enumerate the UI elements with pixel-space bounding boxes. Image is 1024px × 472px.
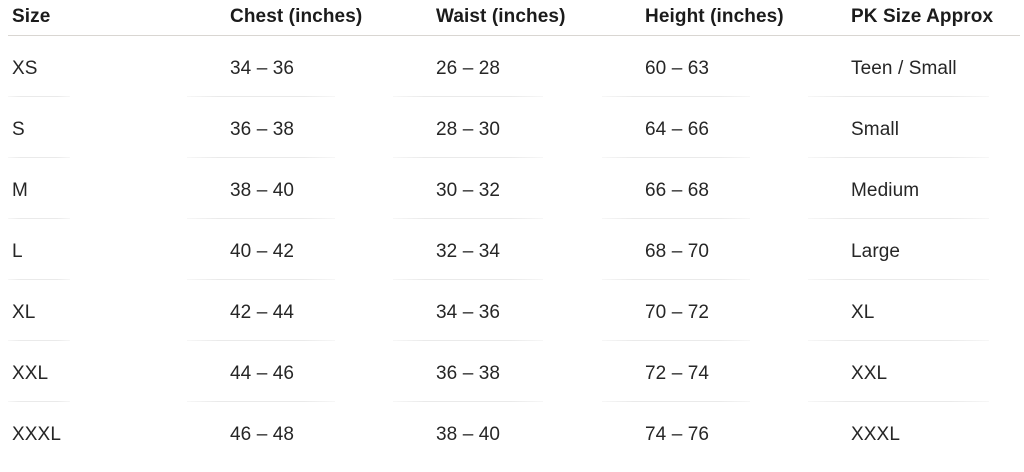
cell-chest: 44 – 46 (187, 341, 335, 402)
table-row: XL 42 – 44 34 – 36 70 – 72 XL (8, 280, 1024, 341)
cell-height: 60 – 63 (602, 36, 750, 97)
cell-waist: 38 – 40 (436, 424, 501, 445)
cell-height: 64 – 66 (602, 97, 750, 158)
cell-size: L (8, 219, 70, 280)
cell-chest: 42 – 44 (187, 280, 335, 341)
cell-pk-size: XXXL (851, 424, 900, 445)
cell-size: S (8, 97, 70, 158)
table-row: XXXL 46 – 48 38 – 40 74 – 76 XXXL (8, 402, 1024, 463)
cell-pk-size: XL (808, 280, 989, 341)
cell-height: 66 – 68 (602, 158, 750, 219)
cell-chest: 46 – 48 (230, 424, 295, 445)
cell-height: 74 – 76 (645, 424, 710, 445)
cell-size: XXL (8, 341, 70, 402)
cell-waist: 28 – 30 (393, 97, 543, 158)
column-header-size: Size (12, 5, 51, 27)
cell-pk-size: Large (808, 219, 989, 280)
cell-height: 68 – 70 (602, 219, 750, 280)
cell-waist: 36 – 38 (393, 341, 543, 402)
table-row: L 40 – 42 32 – 34 68 – 70 Large (8, 219, 1024, 280)
cell-waist: 34 – 36 (393, 280, 543, 341)
table-row: M 38 – 40 30 – 32 66 – 68 Medium (8, 158, 1024, 219)
column-header-waist: Waist (inches) (436, 5, 566, 27)
cell-chest: 36 – 38 (187, 97, 335, 158)
cell-pk-size: Small (808, 97, 989, 158)
cell-pk-size: Medium (808, 158, 989, 219)
cell-size: XL (8, 280, 70, 341)
cell-size: XXXL (12, 424, 61, 445)
cell-size: M (8, 158, 70, 219)
cell-height: 70 – 72 (602, 280, 750, 341)
table-header-row: Size Chest (inches) Waist (inches) Heigh… (8, 0, 1020, 36)
cell-height: 72 – 74 (602, 341, 750, 402)
cell-chest: 38 – 40 (187, 158, 335, 219)
cell-chest: 34 – 36 (187, 36, 335, 97)
table-row: S 36 – 38 28 – 30 64 – 66 Small (8, 97, 1024, 158)
column-header-pk-size: PK Size Approx (851, 5, 994, 27)
cell-waist: 32 – 34 (393, 219, 543, 280)
cell-chest: 40 – 42 (187, 219, 335, 280)
cell-waist: 26 – 28 (393, 36, 543, 97)
column-header-height: Height (inches) (645, 5, 784, 27)
column-header-chest: Chest (inches) (230, 5, 363, 27)
cell-pk-size: Teen / Small (808, 36, 989, 97)
cell-size: XS (8, 36, 70, 97)
cell-waist: 30 – 32 (393, 158, 543, 219)
table-row: XS 34 – 36 26 – 28 60 – 63 Teen / Small (8, 36, 1024, 97)
table-row: XXL 44 – 46 36 – 38 72 – 74 XXL (8, 341, 1024, 402)
cell-pk-size: XXL (808, 341, 989, 402)
